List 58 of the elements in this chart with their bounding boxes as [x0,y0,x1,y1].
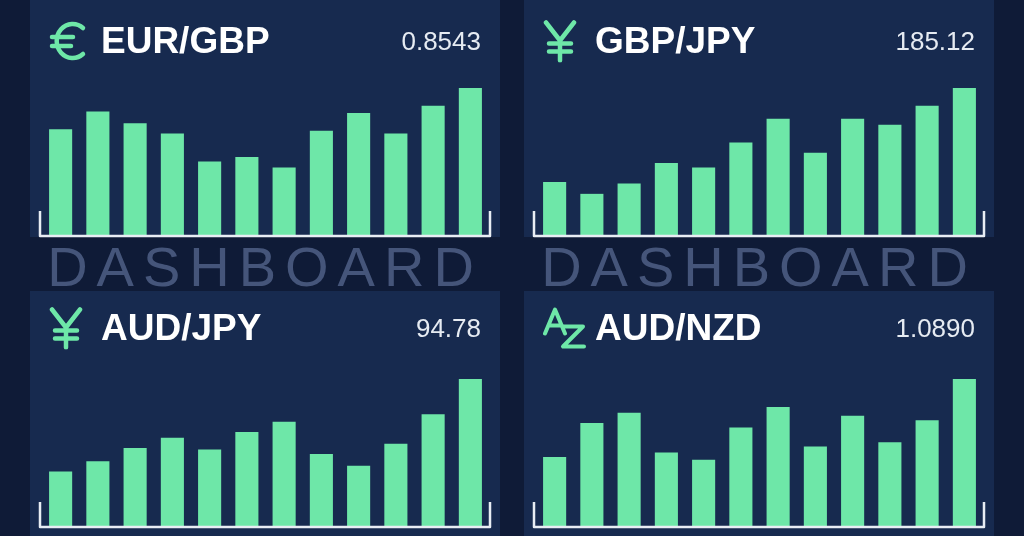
bar [49,471,73,526]
bar [49,129,73,235]
bar [347,112,371,235]
bar [803,446,827,526]
bar [543,182,567,235]
bar [309,453,333,526]
chart-title: GBP/JPY [595,19,756,61]
chart-title: AUD/NZD [595,306,762,348]
bar [692,459,716,526]
bar [272,167,296,235]
bar [580,423,604,526]
bar [458,88,482,235]
bar [86,111,110,235]
annotation: DASHBOARD [540,235,978,298]
bar [803,152,827,235]
text: 94.78 [415,313,481,343]
bar [160,133,184,235]
text: 1.0890 [895,313,975,343]
bar [123,123,147,235]
bar [543,456,567,526]
bar [86,461,110,526]
bar [617,412,641,526]
bar [952,88,976,235]
bar [272,421,296,526]
bar [841,415,865,526]
bar [123,448,147,526]
bar [766,118,790,235]
bar [347,465,371,526]
bar [309,130,333,235]
bar [235,431,259,526]
bar [654,452,678,526]
bar [421,105,445,235]
bar [235,157,259,235]
bar [580,193,604,235]
bar [766,406,790,526]
chart-title: EUR/GBP [101,19,270,61]
bar [384,133,408,235]
bar [160,437,184,526]
bar [458,379,482,526]
bar [654,162,678,235]
chart-title: AUD/JPY [101,306,262,348]
text: 185.12 [895,26,975,56]
bar [198,449,222,526]
bar [878,124,902,235]
bar [384,443,408,526]
bar [729,142,753,235]
bar [952,379,976,526]
bar [692,167,716,235]
bar [915,105,939,235]
bar [729,427,753,526]
bar [617,183,641,235]
bar [915,420,939,526]
bar [421,414,445,526]
bar [198,161,222,235]
annotation: DASHBOARD [46,235,484,298]
bar [878,442,902,526]
text: 0.8543 [401,26,481,56]
bar [841,118,865,235]
